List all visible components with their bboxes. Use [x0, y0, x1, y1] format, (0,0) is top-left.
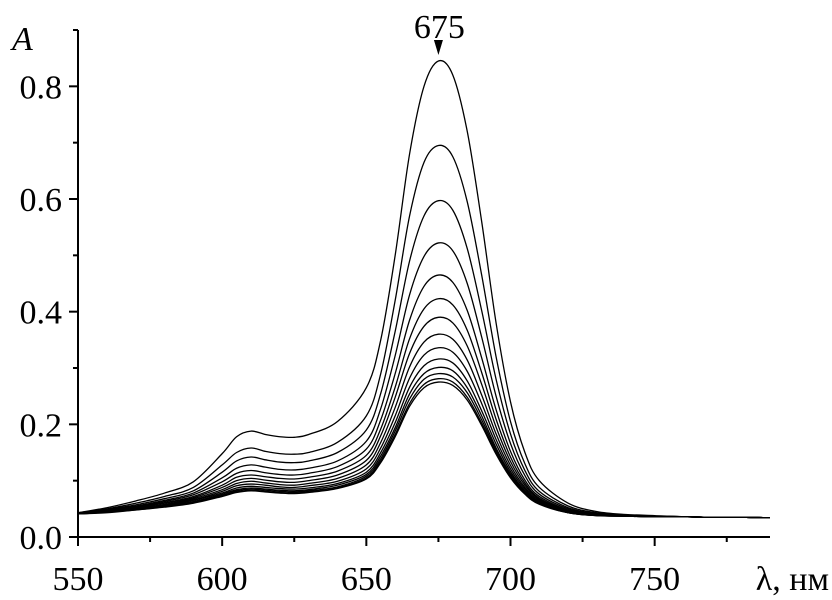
annotation-group: 675 [414, 9, 465, 55]
axes-group [77, 30, 770, 538]
y-tick-label-0.4: 0.4 [20, 295, 63, 332]
peak-annotation-label: 675 [414, 9, 465, 46]
spectrum-line-4 [77, 242, 771, 519]
spectrum-line-6 [77, 297, 771, 519]
y-tick-label-0.2: 0.2 [20, 407, 63, 444]
y-tick-label-0.6: 0.6 [20, 182, 63, 219]
y-axis-title: A [10, 21, 33, 58]
spectrum-line-5 [77, 274, 771, 519]
peak-annotation-arrow-head [433, 39, 443, 55]
labels-group: A λ, нм [10, 21, 829, 598]
spectrum-line-10 [77, 358, 771, 519]
y-tick-label-0: 0.0 [20, 520, 63, 557]
spectrum-line-2 [77, 144, 771, 519]
x-tick-label-600: 600 [197, 561, 248, 598]
x-tick-label-750: 750 [629, 561, 680, 598]
spectrum-line-1 [77, 59, 771, 519]
x-tick-label-550: 550 [53, 561, 104, 598]
spectrum-line-3 [77, 199, 771, 519]
x-tick-label-700: 700 [485, 561, 536, 598]
spectrum-line-14 [77, 381, 771, 519]
x-axis-title: λ, нм [756, 561, 829, 598]
ticks-group: 550 600 650 700 750 0.0 0.2 0.4 0.6 0.8 [20, 29, 728, 598]
spectrum-line-8 [77, 333, 771, 519]
y-tick-label-0.8: 0.8 [20, 69, 63, 106]
series-group [77, 59, 771, 519]
x-tick-label-650: 650 [341, 561, 392, 598]
